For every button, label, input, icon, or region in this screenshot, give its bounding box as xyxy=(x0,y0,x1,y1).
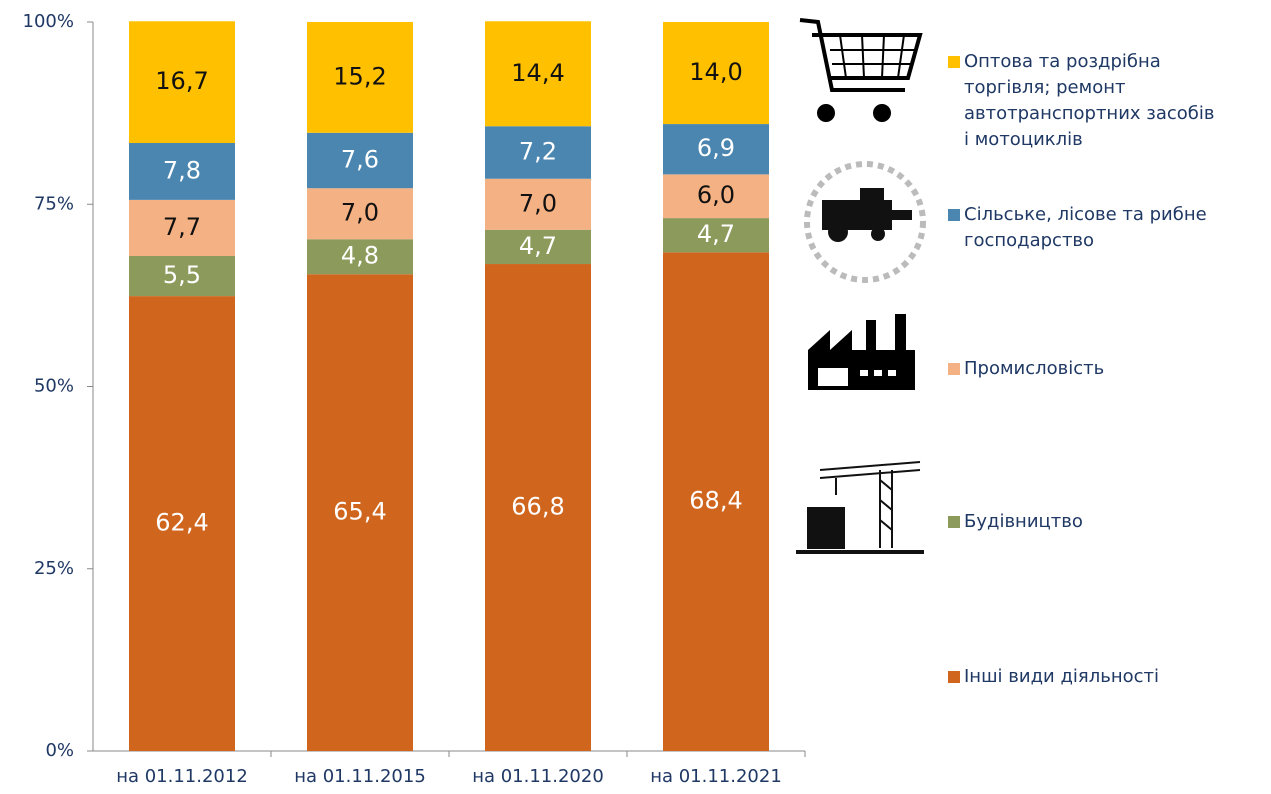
data-label: 7,8 xyxy=(163,156,201,184)
data-label: 4,8 xyxy=(341,242,379,270)
x-tick-label: на 01.11.2021 xyxy=(650,766,782,787)
data-label: 7,0 xyxy=(519,189,557,217)
icon-combine xyxy=(807,164,923,280)
legend-swatch xyxy=(948,209,960,221)
page: 0% 25% 50% 75% 100% на 01.11.2012 62,4 5,5 7,7 7,… xyxy=(0,0,1271,794)
legend-swatch xyxy=(948,671,960,683)
icon-cart xyxy=(800,20,920,120)
icon-crane xyxy=(796,462,924,552)
data-label: 4,7 xyxy=(697,220,735,248)
legend-entry: Промисловість xyxy=(948,356,1248,382)
data-label: 7,6 xyxy=(341,146,379,174)
legend-label: Сільське, лісове та рибне господарство xyxy=(964,202,1248,254)
legend-entry: Оптова та роздрібна торгівля; ремонт авт… xyxy=(948,49,1218,153)
data-label: 66,8 xyxy=(511,493,564,521)
data-label: 16,7 xyxy=(155,67,208,95)
legend-label: Промисловість xyxy=(964,356,1104,382)
legend-label: Інші види діяльності xyxy=(964,664,1159,690)
legend-entry: Інші види діяльності xyxy=(948,664,1248,690)
legend-swatch xyxy=(948,56,960,68)
icon-factory xyxy=(808,314,915,390)
legend-swatch xyxy=(948,516,960,528)
data-label: 68,4 xyxy=(689,487,742,515)
data-label: 15,2 xyxy=(333,62,386,90)
data-label: 4,7 xyxy=(519,232,557,260)
data-label: 7,2 xyxy=(519,137,557,165)
y-tick-label: 100% xyxy=(23,11,74,32)
x-tick-label: на 01.11.2020 xyxy=(472,766,604,787)
legend-label: Будівництво xyxy=(964,509,1083,535)
legend-entry: Будівництво xyxy=(948,509,1248,535)
data-label: 14,4 xyxy=(511,59,564,87)
legend-label: Оптова та роздрібна торгівля; ремонт авт… xyxy=(964,49,1218,153)
data-label: 62,4 xyxy=(155,509,208,537)
data-label: 6,9 xyxy=(697,134,735,162)
y-tick-label: 50% xyxy=(34,376,74,397)
x-tick-label: на 01.11.2015 xyxy=(294,766,426,787)
data-label: 14,0 xyxy=(689,58,742,86)
x-tick-label: на 01.11.2012 xyxy=(116,766,248,787)
data-label: 6,0 xyxy=(697,181,735,209)
data-label: 7,7 xyxy=(163,213,201,241)
legend-swatch xyxy=(948,363,960,375)
y-tick-label: 25% xyxy=(34,558,74,579)
y-tick-label: 75% xyxy=(34,193,74,214)
y-tick-label: 0% xyxy=(45,740,74,761)
data-label: 5,5 xyxy=(163,261,201,289)
data-label: 7,0 xyxy=(341,199,379,227)
data-label: 65,4 xyxy=(333,498,386,526)
legend-entry: Сільське, лісове та рибне господарство xyxy=(948,202,1248,254)
